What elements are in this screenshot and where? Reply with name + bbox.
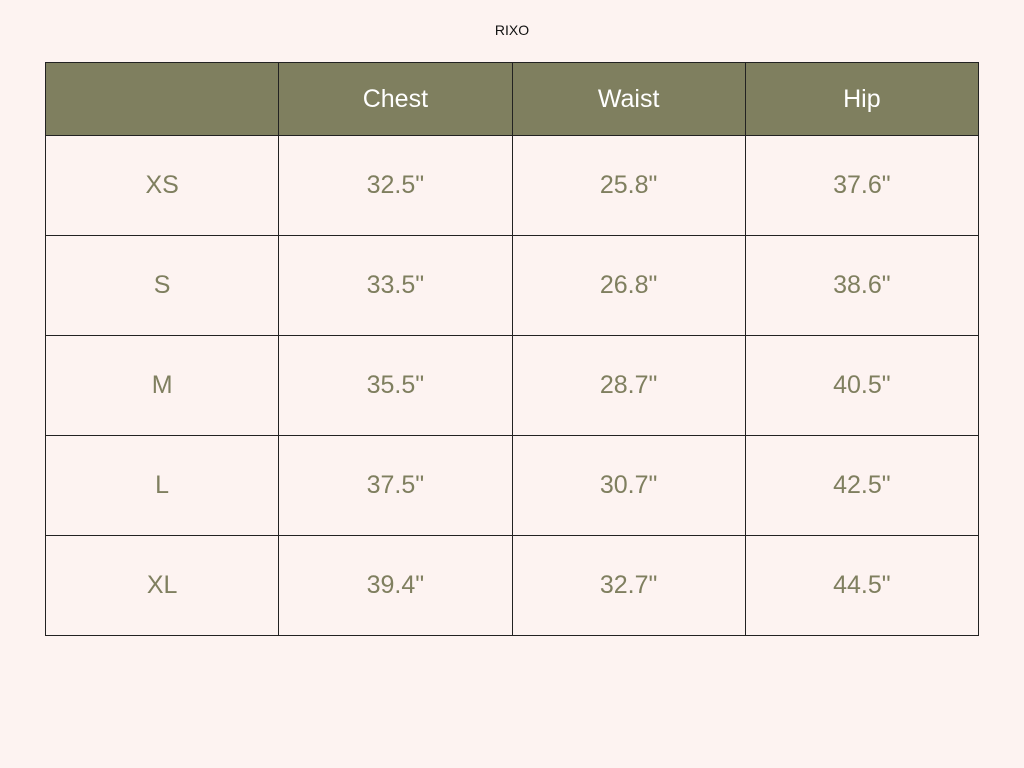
cell-chest: 39.4" bbox=[278, 535, 513, 636]
cell-hip: 42.5" bbox=[744, 435, 980, 536]
table-row: L 37.5" 30.7" 42.5" bbox=[44, 435, 980, 536]
cell-size: XS bbox=[44, 135, 280, 236]
size-chart-table: Chest Waist Hip XS 32.5" 25.8" 37.6" S 33.5" 2… bbox=[44, 62, 980, 636]
cell-waist: 32.7" bbox=[511, 535, 746, 636]
cell-waist: 28.7" bbox=[511, 335, 746, 436]
cell-size: S bbox=[44, 235, 280, 336]
table-row: XL 39.4" 32.7" 44.5" bbox=[44, 535, 980, 636]
table-row: XS 32.5" 25.8" 37.6" bbox=[44, 135, 980, 236]
cell-hip: 40.5" bbox=[744, 335, 980, 436]
header-cell-hip: Hip bbox=[744, 62, 980, 136]
cell-size: L bbox=[44, 435, 280, 536]
header-cell-waist: Waist bbox=[511, 62, 746, 136]
cell-waist: 25.8" bbox=[511, 135, 746, 236]
cell-chest: 32.5" bbox=[278, 135, 513, 236]
cell-waist: 26.8" bbox=[511, 235, 746, 336]
header-row: Chest Waist Hip bbox=[44, 62, 980, 136]
cell-hip: 37.6" bbox=[744, 135, 980, 236]
cell-chest: 33.5" bbox=[278, 235, 513, 336]
cell-hip: 38.6" bbox=[744, 235, 980, 336]
header-cell-chest: Chest bbox=[278, 62, 513, 136]
cell-size: M bbox=[44, 335, 280, 436]
table-row: S 33.5" 26.8" 38.6" bbox=[44, 235, 980, 336]
header-cell-size bbox=[44, 62, 280, 136]
cell-chest: 35.5" bbox=[278, 335, 513, 436]
cell-hip: 44.5" bbox=[744, 535, 980, 636]
cell-size: XL bbox=[44, 535, 280, 636]
brand-title: RIXO bbox=[494, 22, 530, 38]
table-row: M 35.5" 28.7" 40.5" bbox=[44, 335, 980, 436]
cell-chest: 37.5" bbox=[278, 435, 513, 536]
cell-waist: 30.7" bbox=[511, 435, 746, 536]
